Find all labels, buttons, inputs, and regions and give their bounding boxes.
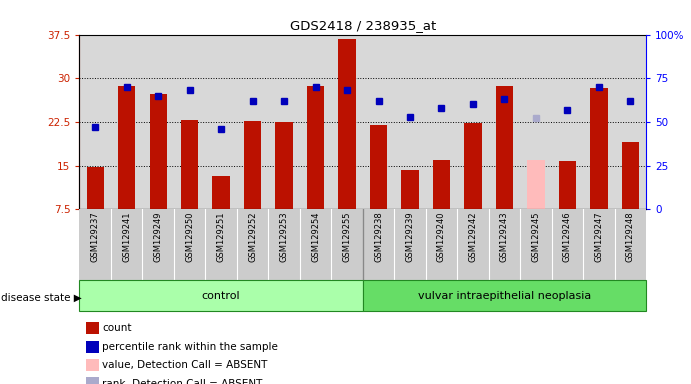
Bar <box>149 94 167 209</box>
Text: value, Detection Call = ABSENT: value, Detection Call = ABSENT <box>102 360 267 370</box>
Bar <box>276 122 293 209</box>
Bar <box>307 86 324 209</box>
Text: GSM129246: GSM129246 <box>563 212 572 262</box>
Bar <box>339 39 356 209</box>
Text: GSM129243: GSM129243 <box>500 212 509 262</box>
Text: GSM129252: GSM129252 <box>248 212 257 262</box>
Text: GSM129240: GSM129240 <box>437 212 446 262</box>
Text: GSM129248: GSM129248 <box>626 212 635 262</box>
Text: GSM129241: GSM129241 <box>122 212 131 262</box>
Bar <box>433 160 450 209</box>
Text: vulvar intraepithelial neoplasia: vulvar intraepithelial neoplasia <box>418 291 591 301</box>
Bar <box>495 86 513 209</box>
Bar <box>244 121 261 209</box>
Bar <box>527 160 545 209</box>
Text: GSM129254: GSM129254 <box>311 212 320 262</box>
Text: percentile rank within the sample: percentile rank within the sample <box>102 342 278 352</box>
Text: GSM129237: GSM129237 <box>91 212 100 262</box>
Text: count: count <box>102 323 132 333</box>
Bar <box>622 142 639 209</box>
Text: GSM129250: GSM129250 <box>185 212 194 262</box>
Bar <box>79 280 363 311</box>
Bar <box>370 126 387 209</box>
Bar <box>212 175 230 209</box>
Text: GSM129253: GSM129253 <box>280 212 289 262</box>
Title: GDS2418 / 238935_at: GDS2418 / 238935_at <box>290 19 436 32</box>
Text: GSM129251: GSM129251 <box>216 212 226 262</box>
Bar <box>401 170 419 209</box>
Text: GSM129247: GSM129247 <box>594 212 603 262</box>
Bar <box>464 123 482 209</box>
Bar <box>86 167 104 209</box>
Text: GSM129245: GSM129245 <box>531 212 540 262</box>
Text: disease state ▶: disease state ▶ <box>1 293 82 303</box>
Bar <box>559 161 576 209</box>
Text: GSM129238: GSM129238 <box>374 212 383 262</box>
Text: GSM129242: GSM129242 <box>468 212 477 262</box>
Bar <box>181 120 198 209</box>
Bar <box>118 86 135 209</box>
Bar <box>363 280 646 311</box>
Text: GSM129249: GSM129249 <box>153 212 162 262</box>
Text: control: control <box>202 291 240 301</box>
Bar <box>590 88 607 209</box>
Text: GSM129239: GSM129239 <box>406 212 415 262</box>
Text: GSM129255: GSM129255 <box>343 212 352 262</box>
Text: rank, Detection Call = ABSENT: rank, Detection Call = ABSENT <box>102 379 263 384</box>
